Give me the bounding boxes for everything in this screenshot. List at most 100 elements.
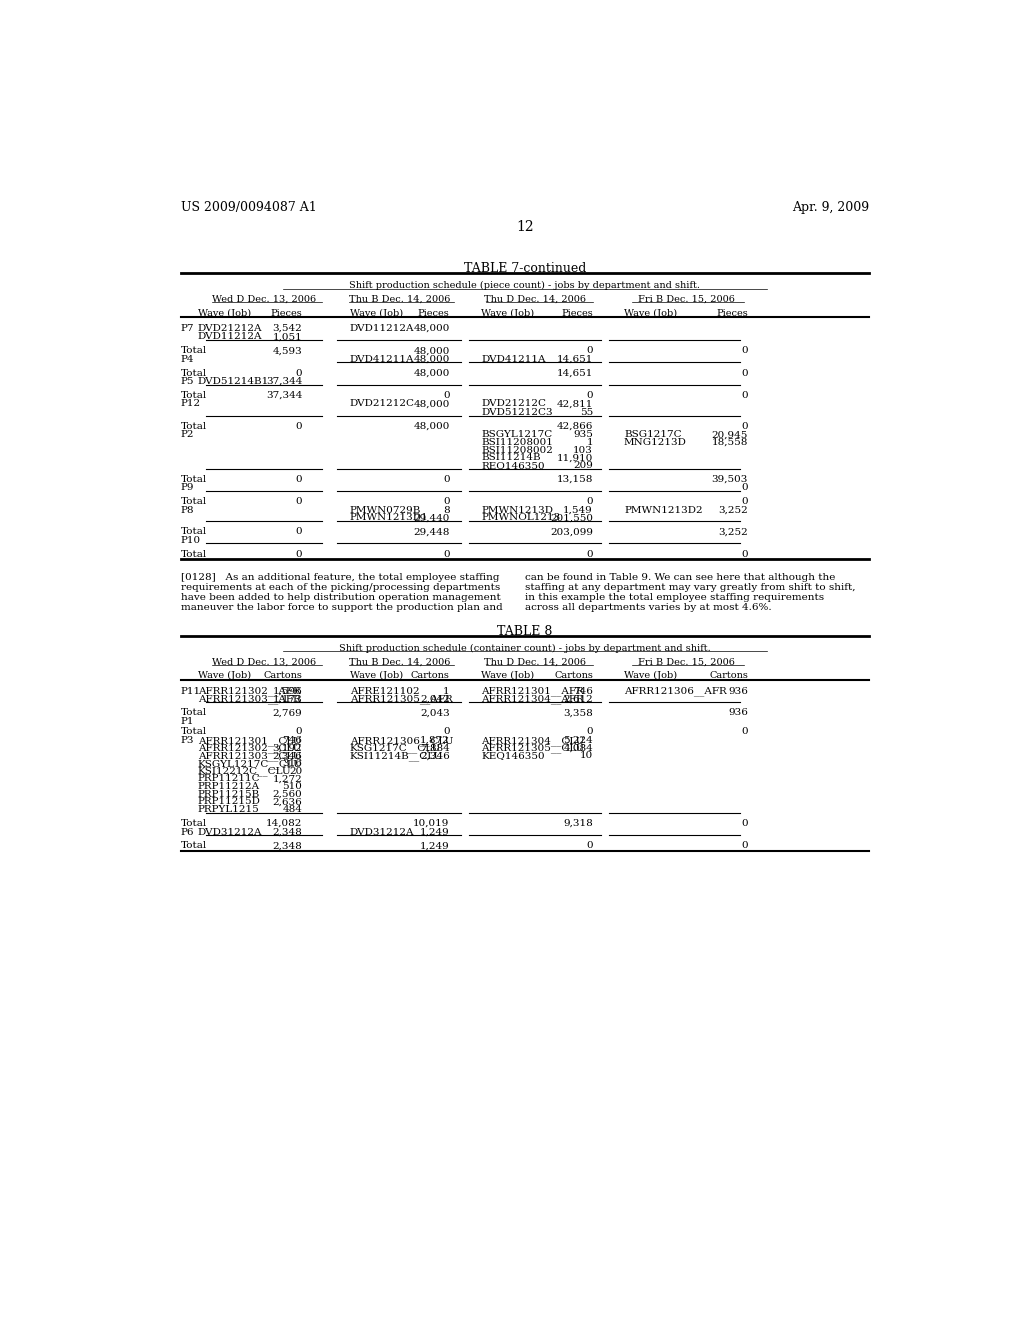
Text: Total: Total xyxy=(180,498,207,506)
Text: Wed D Dec. 13, 2006: Wed D Dec. 13, 2006 xyxy=(212,294,315,304)
Text: Total: Total xyxy=(180,391,207,400)
Text: Fri B Dec. 15, 2006: Fri B Dec. 15, 2006 xyxy=(638,657,734,667)
Text: 0: 0 xyxy=(741,422,748,430)
Text: 0: 0 xyxy=(443,475,450,484)
Text: 0: 0 xyxy=(741,498,748,506)
Text: PMWN1213D: PMWN1213D xyxy=(481,506,553,515)
Text: KEQ146350: KEQ146350 xyxy=(481,751,545,760)
Text: 935: 935 xyxy=(573,430,593,440)
Text: DVD51212C3: DVD51212C3 xyxy=(481,408,553,417)
Text: Wave (Job): Wave (Job) xyxy=(481,309,535,318)
Text: Wave (Job): Wave (Job) xyxy=(624,309,677,318)
Text: Pieces: Pieces xyxy=(561,309,593,318)
Text: BSI11214B: BSI11214B xyxy=(481,453,541,462)
Text: DVD21212C: DVD21212C xyxy=(481,400,547,408)
Text: 48,000: 48,000 xyxy=(414,400,450,408)
Text: 2,346: 2,346 xyxy=(420,751,450,760)
Text: AFRR121306__CLU: AFRR121306__CLU xyxy=(349,737,453,746)
Text: 3,252: 3,252 xyxy=(718,506,748,515)
Text: 48,000: 48,000 xyxy=(414,346,450,355)
Text: AFRR121304__AFR: AFRR121304__AFR xyxy=(481,694,584,704)
Text: Wave (Job): Wave (Job) xyxy=(481,671,535,680)
Text: DVD41211A: DVD41211A xyxy=(481,355,546,364)
Text: KSI12212C__CLU: KSI12212C__CLU xyxy=(198,767,292,776)
Text: 1,173: 1,173 xyxy=(272,694,302,704)
Text: P6: P6 xyxy=(180,828,195,837)
Text: [0128]   As an additional feature, the total employee staffing: [0128] As an additional feature, the tot… xyxy=(180,573,500,582)
Text: PRP11215B: PRP11215B xyxy=(198,789,260,799)
Text: PMWN1213D2: PMWN1213D2 xyxy=(624,506,702,515)
Text: Total: Total xyxy=(180,727,207,737)
Text: 2,042: 2,042 xyxy=(420,694,450,704)
Text: 0: 0 xyxy=(443,727,450,737)
Text: requirements at each of the picking/processing departments: requirements at each of the picking/proc… xyxy=(180,582,500,591)
Text: PMWN1213D1: PMWN1213D1 xyxy=(349,513,428,523)
Text: Thu B Dec. 14, 2006: Thu B Dec. 14, 2006 xyxy=(348,657,450,667)
Text: 0: 0 xyxy=(741,346,748,355)
Text: US 2009/0094087 A1: US 2009/0094087 A1 xyxy=(180,201,316,214)
Text: 0: 0 xyxy=(587,498,593,506)
Text: 10,019: 10,019 xyxy=(414,818,450,828)
Text: DVD21212A: DVD21212A xyxy=(198,323,262,333)
Text: PMWNOL1213: PMWNOL1213 xyxy=(481,513,561,523)
Text: Total: Total xyxy=(180,475,207,484)
Text: TABLE 8: TABLE 8 xyxy=(497,626,553,638)
Text: Fri B Dec. 15, 2006: Fri B Dec. 15, 2006 xyxy=(638,294,734,304)
Text: 0: 0 xyxy=(443,549,450,558)
Text: P4: P4 xyxy=(180,355,195,364)
Text: REQ146350: REQ146350 xyxy=(481,461,545,470)
Text: P9: P9 xyxy=(180,483,195,492)
Text: 3,192: 3,192 xyxy=(272,743,302,752)
Text: 0: 0 xyxy=(741,368,748,378)
Text: 1: 1 xyxy=(587,438,593,447)
Text: 4,084: 4,084 xyxy=(563,743,593,752)
Text: 3,252: 3,252 xyxy=(718,527,748,536)
Text: Wed D Dec. 13, 2006: Wed D Dec. 13, 2006 xyxy=(212,657,315,667)
Text: in this example the total employee staffing requirements: in this example the total employee staff… xyxy=(524,593,824,602)
Text: maneuver the labor force to support the production plan and: maneuver the labor force to support the … xyxy=(180,603,503,611)
Text: 37,344: 37,344 xyxy=(266,378,302,385)
Text: 2,348: 2,348 xyxy=(272,828,302,837)
Text: P3: P3 xyxy=(180,737,195,744)
Text: 0: 0 xyxy=(587,346,593,355)
Text: Shift production schedule (piece count) - jobs by department and shift.: Shift production schedule (piece count) … xyxy=(349,281,700,290)
Text: P11: P11 xyxy=(180,686,201,696)
Text: 0: 0 xyxy=(296,527,302,536)
Text: 7,884: 7,884 xyxy=(420,743,450,752)
Text: 0: 0 xyxy=(296,422,302,430)
Text: Total: Total xyxy=(180,841,207,850)
Text: 1,596: 1,596 xyxy=(272,686,302,696)
Text: Cartons: Cartons xyxy=(710,671,748,680)
Text: 0: 0 xyxy=(587,549,593,558)
Text: PRP11215D: PRP11215D xyxy=(198,797,261,807)
Text: 14,651: 14,651 xyxy=(557,355,593,364)
Text: 10: 10 xyxy=(580,751,593,760)
Text: 42,866: 42,866 xyxy=(557,422,593,430)
Text: Wave (Job): Wave (Job) xyxy=(198,309,251,318)
Text: 936: 936 xyxy=(728,686,748,696)
Text: P7: P7 xyxy=(180,323,195,333)
Text: 14,651: 14,651 xyxy=(557,368,593,378)
Text: 0: 0 xyxy=(587,727,593,737)
Text: staffing at any department may vary greatly from shift to shift,: staffing at any department may vary grea… xyxy=(524,582,855,591)
Text: P10: P10 xyxy=(180,536,201,545)
Text: Total: Total xyxy=(180,818,207,828)
Text: 18,558: 18,558 xyxy=(712,438,748,447)
Text: Cartons: Cartons xyxy=(411,671,450,680)
Text: 48,000: 48,000 xyxy=(414,355,450,364)
Text: 48,000: 48,000 xyxy=(414,422,450,430)
Text: Pieces: Pieces xyxy=(716,309,748,318)
Text: AFRR121301__AFR: AFRR121301__AFR xyxy=(481,686,584,697)
Text: P2: P2 xyxy=(180,430,195,440)
Text: 0: 0 xyxy=(587,391,593,400)
Text: PRP11211C: PRP11211C xyxy=(198,775,260,783)
Text: BSI11208002: BSI11208002 xyxy=(481,446,553,454)
Text: 2,346: 2,346 xyxy=(272,751,302,760)
Text: 2,348: 2,348 xyxy=(272,841,302,850)
Text: BSGYL1217C: BSGYL1217C xyxy=(481,430,553,440)
Text: PMWN0729B: PMWN0729B xyxy=(349,506,421,515)
Text: 9,318: 9,318 xyxy=(563,818,593,828)
Text: AFRR121305__AFR: AFRR121305__AFR xyxy=(349,694,453,704)
Text: AFRR121303__AFR: AFRR121303__AFR xyxy=(198,694,300,704)
Text: BSI11208001: BSI11208001 xyxy=(481,438,553,447)
